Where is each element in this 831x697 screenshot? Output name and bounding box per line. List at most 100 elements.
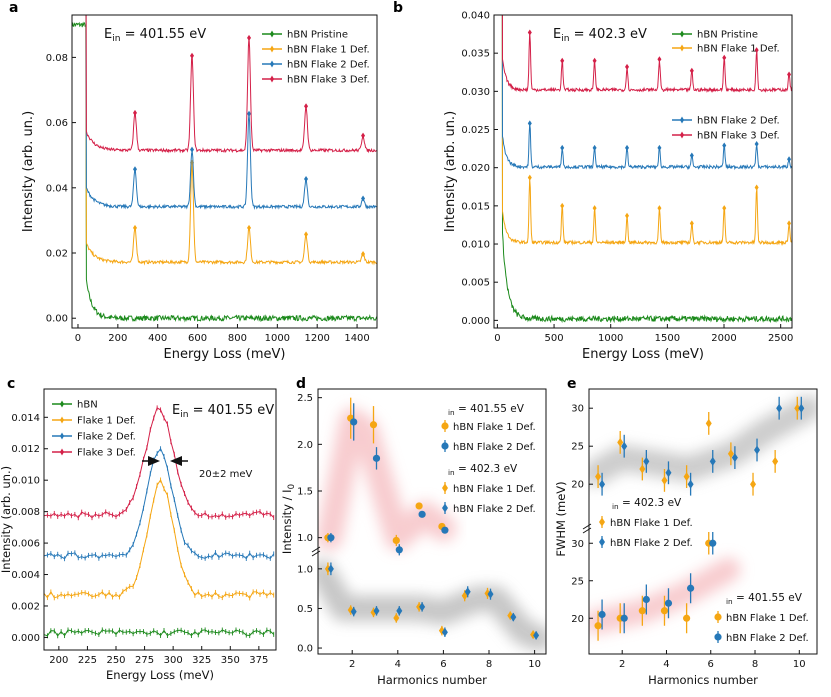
- y-tick-label: 0.000: [461, 316, 490, 327]
- data-point: [709, 539, 717, 547]
- peak-marker: [657, 205, 662, 212]
- panel-label-a: a: [9, 0, 18, 16]
- axes-frame: [43, 388, 277, 651]
- peak-marker: [304, 175, 309, 182]
- legend-item: hBN: [77, 400, 98, 411]
- legend-item: hBN Flake 2 Def.: [453, 504, 536, 515]
- chart-panel-e: 2 4 6 8 10 20 25 30 20 25 30 Harmonics number FWHM (…: [554, 388, 818, 687]
- data-point: [533, 630, 540, 640]
- y-tick-label: 20: [571, 614, 584, 625]
- data-point: [327, 534, 335, 542]
- legend-item: hBN Flake 2 Def.: [726, 633, 809, 644]
- data-point: [683, 614, 691, 622]
- legend-item: hBN Flake 1 Def.: [697, 44, 780, 55]
- peak-marker: [247, 224, 252, 231]
- fwhm-annotation: 20±2 meV: [199, 469, 253, 480]
- data-point: [638, 607, 646, 615]
- data-point: [441, 526, 449, 534]
- data-point: [464, 587, 471, 597]
- y-tick-label: 0.040: [461, 11, 490, 22]
- peak-marker: [787, 71, 792, 78]
- panel-label-b: b: [393, 0, 403, 16]
- x-tick-label: 375: [249, 655, 268, 666]
- legend-item: hBN Flake 3 Def.: [697, 131, 780, 142]
- y-axis-label: Intensity (arb. un.): [0, 466, 13, 573]
- data-point: [617, 437, 624, 447]
- series-line: [44, 447, 275, 560]
- legend-marker: [60, 416, 64, 424]
- peak-marker: [722, 142, 727, 149]
- data-point: [487, 589, 494, 599]
- data-point: [642, 595, 650, 604]
- legend-marker: [270, 45, 274, 53]
- series-line-hbn-pristine: [72, 21, 377, 323]
- incident-energy-label: in = 402.3 eV: [448, 463, 518, 477]
- legend-marker: [680, 44, 684, 52]
- peak-marker: [560, 144, 565, 151]
- y-tick-label: 0.010: [11, 476, 40, 487]
- peak-marker: [592, 205, 597, 212]
- x-tick-label: 400: [148, 333, 167, 344]
- peak-marker: [625, 144, 630, 151]
- chart-panel-a: 0 200 400 600 800 1000 1200 1400 0.00 0.02 0.04 0.0…: [21, 14, 378, 362]
- trend-band: [318, 559, 546, 652]
- peak-marker: [527, 174, 532, 181]
- legend-item: hBN Pristine: [697, 30, 758, 41]
- series-line-hbn-flake-1-def.: [85, 15, 377, 266]
- legend-item: hBN Pristine: [287, 30, 348, 41]
- peak-marker: [304, 231, 309, 238]
- data-point: [643, 456, 650, 466]
- legend-marker: [60, 432, 64, 440]
- x-tick-label: 2500: [768, 333, 793, 344]
- x-tick-label: 6: [440, 659, 446, 670]
- axis-break: [582, 523, 592, 530]
- incident-energy-label: in = 402.3 eV: [612, 497, 682, 511]
- axes-frame: [317, 388, 547, 655]
- x-tick-label: 250: [106, 655, 125, 666]
- data-point: [660, 607, 669, 615]
- y-tick-label: 0.004: [11, 570, 40, 581]
- fwhm-arrowhead-left: [148, 456, 160, 466]
- peak-marker: [361, 250, 366, 257]
- data-point: [441, 627, 448, 637]
- peak-marker: [592, 57, 597, 64]
- data-point: [395, 546, 403, 554]
- axes-frame: [493, 14, 793, 329]
- peak-marker: [304, 103, 309, 110]
- x-tick-label: 1200: [304, 333, 329, 344]
- y-tick-label: 0.5: [297, 604, 313, 615]
- data-point: [776, 403, 783, 413]
- data-point: [727, 449, 734, 459]
- axis-break: [311, 546, 321, 553]
- y-tick-label: 0.008: [11, 507, 40, 518]
- data-point: [369, 421, 378, 429]
- data-point: [595, 472, 602, 482]
- x-tick-label: 4: [663, 659, 669, 670]
- peak-marker: [754, 47, 759, 54]
- peak-marker: [247, 110, 252, 117]
- peak-marker: [689, 152, 694, 159]
- panel-label-d: d: [296, 376, 306, 392]
- incident-energy-label: Ein = 401.55 eV: [172, 403, 274, 420]
- y-tick-label: 25: [571, 576, 584, 587]
- peak-marker: [689, 220, 694, 227]
- x-tick-label: 0: [494, 333, 500, 344]
- data-point: [350, 607, 357, 617]
- y-tick-label: 0.020: [461, 163, 490, 174]
- panel-label-c: c: [7, 376, 15, 392]
- legend-item: hBN Flake 2 Def.: [453, 442, 536, 453]
- incident-energy-label: Ein = 402.3 eV: [553, 27, 647, 44]
- data-point: [687, 479, 694, 489]
- data-point: [372, 454, 381, 462]
- peak-marker: [527, 29, 532, 36]
- data-point: [510, 612, 517, 622]
- y-tick-label: 0.06: [46, 118, 68, 129]
- legend-item: hBN Flake 2 Def.: [287, 60, 370, 71]
- incident-energy-label: in = 401.55 eV: [448, 403, 525, 417]
- y-tick-label: 0.006: [11, 539, 40, 550]
- y-tick-label: 1.0: [297, 533, 313, 544]
- peak-marker: [592, 144, 597, 151]
- y-tick-label: 2.0: [297, 440, 313, 451]
- data-point: [664, 599, 673, 607]
- data-point: [772, 456, 779, 466]
